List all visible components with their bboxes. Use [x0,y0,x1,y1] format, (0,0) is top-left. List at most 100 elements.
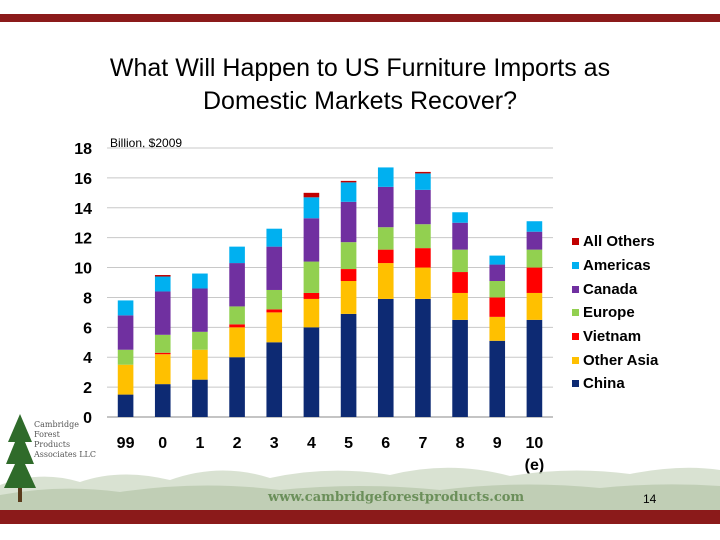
bar-segment-europe [526,249,543,268]
bar-segment-china [192,379,208,417]
x-tick-label: 10 [526,435,544,452]
bar-segment-other-asia [526,292,543,320]
x-tick-label: 5 [344,435,353,452]
legend-label: Other Asia [583,351,659,369]
bar-segment-other-asia [266,312,283,343]
bar-segment-europe [452,249,468,273]
bar-segment-europe [154,334,171,353]
bar-segment-other-asia [452,292,468,320]
legend-swatch [572,356,579,364]
bar-segment-americas [154,276,171,292]
bar-segment-americas [489,255,506,265]
x-tick-label: 1 [195,435,204,452]
y-tick-label: 14 [74,201,92,218]
bar-segment-canada [229,263,245,307]
y-tick-label: 6 [83,320,92,337]
bar-segment-europe [415,224,431,249]
bar-segment-europe [229,306,245,325]
bar-segment-other-asia [303,298,320,328]
bar-segment-vietnam [229,324,245,328]
bar-segment-other-asia [154,354,171,385]
legend-label: Americas [583,257,651,275]
top-accent-bar [0,14,720,22]
bar-segment-vietnam [415,248,431,268]
x-tick-label: 7 [418,435,427,452]
bar-segment-europe [266,289,283,310]
bar-segment-canada [526,231,543,250]
legend-label: All Others [583,233,655,251]
bar-segment-americas [192,273,208,289]
pine-tree-logo-icon [4,414,36,502]
bar-segment-china [526,319,543,417]
bar-segment-canada [303,218,320,262]
y-tick-label: 10 [74,261,92,278]
bar-segment-canada [452,222,468,250]
y-tick-label: 8 [83,290,92,307]
hills-decoration [0,467,720,510]
x-tick-label: 3 [270,435,279,452]
legend-swatch [572,238,579,246]
chart-legend: All Others Americas Canada Europe Vietnam Oth… [572,230,658,396]
y-tick-label: 4 [83,350,92,367]
bar-segment-other-asia [377,263,394,299]
bar-segment-canada [192,288,208,332]
bar-segment-all-others [303,192,320,198]
bar-segment-americas [303,197,320,219]
bar-segment-china [117,394,134,417]
bar-segment-canada [415,189,431,225]
y-tick-label: 0 [83,410,92,427]
bar-segment-vietnam [452,272,468,293]
bar-segment-vietnam [303,292,320,299]
bar-segment-europe [489,281,506,298]
page-number: 14 [643,492,657,506]
y-tick-label: 18 [74,141,92,158]
bar-segment-canada [489,264,506,282]
x-tick-label: 99 [117,435,135,452]
bar-segment-europe [377,227,394,250]
legend-item: Other Asia [572,348,658,372]
bar-segment-americas [229,246,245,264]
bar-segment-canada [377,186,394,228]
bar-segment-china [377,298,394,417]
legend-label: Canada [583,280,638,298]
bar-segment-other-asia [489,316,506,341]
bar-segment-china [415,298,431,417]
bar-segment-other-asia [192,349,208,380]
bar-segment-china [452,319,468,417]
bar-segment-china [229,357,245,417]
bar-segment-china [266,342,283,417]
bar-segment-americas [340,182,357,202]
company-logo-text: Cambridge Forest Products Associates LLC [34,420,96,460]
bar-segment-canada [340,201,357,243]
bar-segment-canada [117,315,134,350]
logo-line: Products [34,440,71,449]
bar-segment-americas [452,212,468,223]
x-tick-label: 2 [233,435,242,452]
bar-segment-vietnam [340,269,357,282]
chart-units-label: Billion, $2009 [110,136,183,150]
legend-swatch [572,333,579,341]
title-line-2: Domestic Markets Recover? [203,87,517,115]
bar-segment-other-asia [117,364,134,395]
legend-swatch [572,380,579,388]
x-tick-label: 9 [493,435,502,452]
y-tick-label: 12 [74,231,92,248]
logo-line: Forest [34,430,60,439]
bar-segment-canada [154,291,171,335]
bar-segment-europe [192,331,208,350]
legend-item: Europe [572,301,658,325]
x-tick-label: (e) [525,457,545,474]
legend-swatch [572,309,579,317]
bar-segment-vietnam [489,297,506,317]
legend-item: Americas [572,254,658,278]
legend-label: Vietnam [583,328,642,346]
bar-segment-vietnam [266,309,283,313]
slide-title: What Will Happen to US Furniture Imports… [40,52,680,118]
bar-segment-other-asia [415,267,431,299]
legend-item: China [572,372,658,396]
legend-label: China [583,375,625,393]
footer-website-link[interactable]: www.cambridgeforestproducts.com [268,490,525,505]
bar-segment-china [154,384,171,417]
logo-line: Associates LLC [34,450,96,459]
